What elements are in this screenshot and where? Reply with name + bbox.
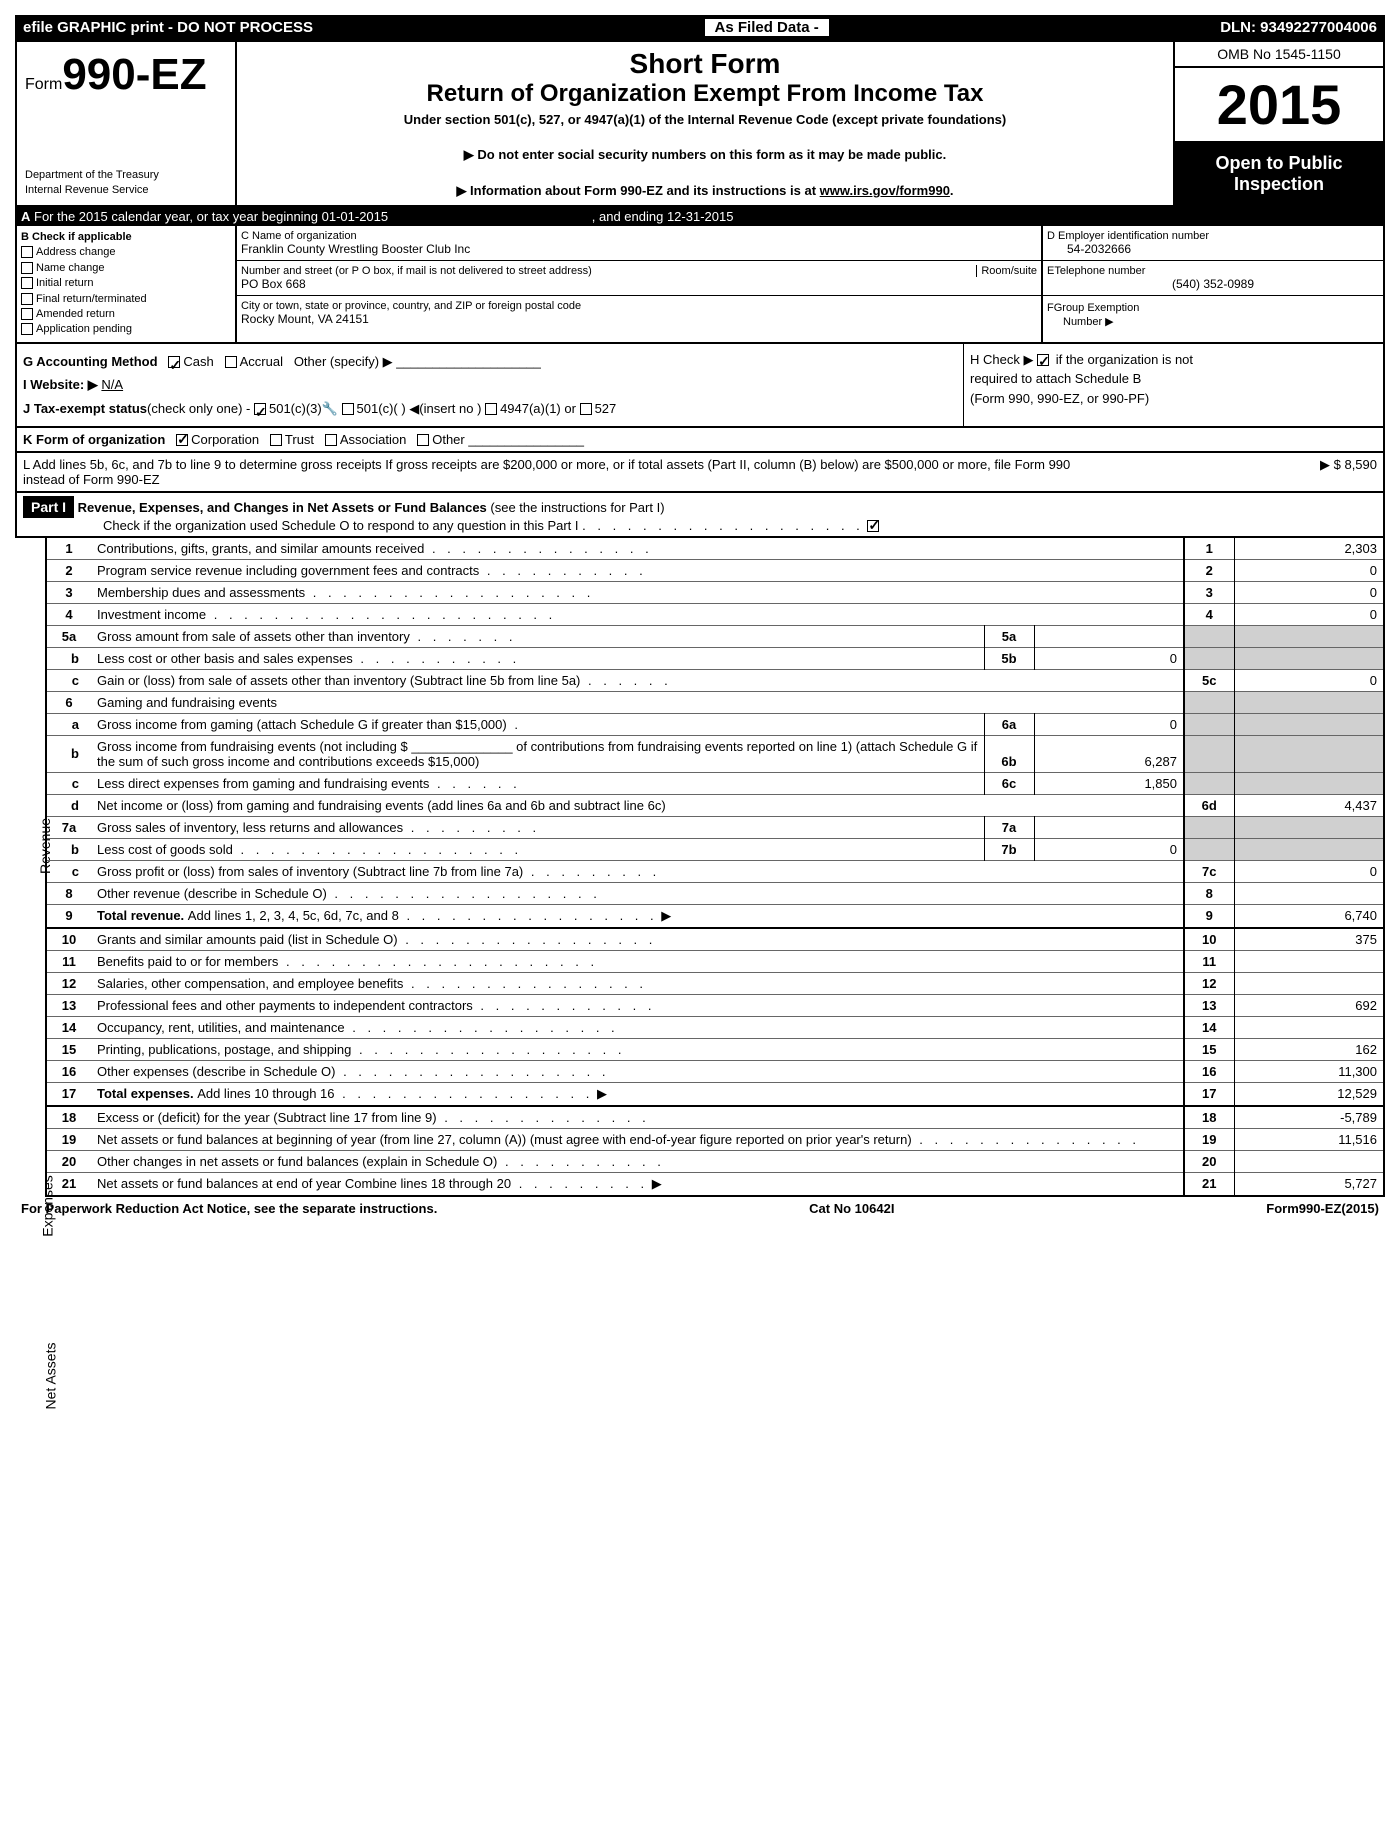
checkbox-501c3[interactable]: [254, 403, 266, 415]
footer: For Paperwork Reduction Act Notice, see …: [15, 1197, 1385, 1220]
line-6a: aGross income from gaming (attach Schedu…: [46, 713, 1384, 735]
line-g: G Accounting Method Cash Accrual Other (…: [23, 350, 957, 373]
checkbox-amended[interactable]: [21, 308, 33, 320]
org-city: Rocky Mount, VA 24151: [241, 312, 1037, 326]
topbar-right: DLN: 93492277004006: [1220, 19, 1377, 36]
checkbox-501c[interactable]: [342, 403, 354, 415]
checkbox-schedule-b[interactable]: [1037, 354, 1049, 366]
line-1: 1Contributions, gifts, grants, and simil…: [46, 538, 1384, 560]
line-5c: cGain or (loss) from sale of assets othe…: [46, 669, 1384, 691]
line-5b: bLess cost or other basis and sales expe…: [46, 647, 1384, 669]
website: N/A: [101, 377, 123, 392]
main-table: 1Contributions, gifts, grants, and simil…: [45, 538, 1385, 1197]
org-name: Franklin County Wrestling Booster Club I…: [241, 242, 1037, 256]
line-i: I Website: ▶ N/A: [23, 373, 957, 396]
line-19: 19Net assets or fund balances at beginni…: [46, 1128, 1384, 1150]
line-7a: 7aGross sales of inventory, less returns…: [46, 816, 1384, 838]
telephone: (540) 352-0989: [1047, 277, 1379, 291]
checkbox-final[interactable]: [21, 293, 33, 305]
tax-year: 2015: [1175, 68, 1383, 143]
checkbox-assoc[interactable]: [325, 434, 337, 446]
line-20: 20Other changes in net assets or fund ba…: [46, 1150, 1384, 1172]
line-16: 16Other expenses (describe in Schedule O…: [46, 1060, 1384, 1082]
side-netassets: Net Assets: [42, 1342, 58, 1409]
mid-block: G Accounting Method Cash Accrual Other (…: [15, 344, 1385, 428]
title-short-form: Short Form: [249, 48, 1161, 80]
line-9: 9Total revenue. Add lines 1, 2, 3, 4, 5c…: [46, 904, 1384, 928]
line-l: L Add lines 5b, 6c, and 7b to line 9 to …: [15, 453, 1385, 493]
checkbox-address[interactable]: [21, 246, 33, 258]
line-6: 6Gaming and fundraising events: [46, 691, 1384, 713]
line-3: 3Membership dues and assessments . . . .…: [46, 581, 1384, 603]
checkbox-initial[interactable]: [21, 277, 33, 289]
note1: ▶ Do not enter social security numbers o…: [249, 147, 1161, 163]
line-18: 18Excess or (deficit) for the year (Subt…: [46, 1106, 1384, 1129]
line-6d: dNet income or (loss) from gaming and fu…: [46, 794, 1384, 816]
line-j: J Tax-exempt status(check only one) - 50…: [23, 397, 957, 420]
checkbox-schedule-o[interactable]: [867, 520, 879, 532]
checkbox-trust[interactable]: [270, 434, 282, 446]
line-21: 21Net assets or fund balances at end of …: [46, 1172, 1384, 1196]
line-15: 15Printing, publications, postage, and s…: [46, 1038, 1384, 1060]
line-k: K Form of organization Corporation Trust…: [15, 428, 1385, 453]
checkbox-name[interactable]: [21, 262, 33, 274]
line-17: 17Total expenses. Add lines 10 through 1…: [46, 1082, 1384, 1106]
line-6c: cLess direct expenses from gaming and fu…: [46, 772, 1384, 794]
top-bar: efile GRAPHIC print - DO NOT PROCESS As …: [15, 15, 1385, 40]
checkbox-accrual[interactable]: [225, 356, 237, 368]
info-block: B Check if applicable Address change Nam…: [15, 226, 1385, 344]
line-8: 8Other revenue (describe in Schedule O) …: [46, 882, 1384, 904]
checkbox-4947[interactable]: [485, 403, 497, 415]
line-5a: 5aGross amount from sale of assets other…: [46, 625, 1384, 647]
line-12: 12Salaries, other compensation, and empl…: [46, 972, 1384, 994]
line-7c: cGross profit or (loss) from sales of in…: [46, 860, 1384, 882]
omb-number: OMB No 1545-1150: [1175, 42, 1383, 68]
col-d: D Employer identification number 54-2032…: [1043, 226, 1383, 342]
line-13: 13Professional fees and other payments t…: [46, 994, 1384, 1016]
irs-link[interactable]: www.irs.gov/form990: [820, 183, 950, 198]
note2: ▶ Information about Form 990-EZ and its …: [249, 183, 1161, 199]
inspection-notice: Open to Public Inspection: [1175, 143, 1383, 205]
line-11: 11Benefits paid to or for members . . . …: [46, 950, 1384, 972]
gross-receipts: ▶ $ 8,590: [1320, 457, 1377, 487]
col-b: B Check if applicable Address change Nam…: [17, 226, 237, 342]
header-block: Form990-EZ Department of the Treasury In…: [15, 40, 1385, 207]
topbar-left: efile GRAPHIC print - DO NOT PROCESS: [23, 19, 313, 36]
line-10: 10Grants and similar amounts paid (list …: [46, 928, 1384, 951]
topbar-center: As Filed Data -: [705, 19, 829, 36]
checkbox-cash[interactable]: [168, 356, 180, 368]
line-7b: bLess cost of goods sold . . . . . . . .…: [46, 838, 1384, 860]
line-4: 4Investment income . . . . . . . . . . .…: [46, 603, 1384, 625]
line-14: 14Occupancy, rent, utilities, and mainte…: [46, 1016, 1384, 1038]
checkbox-527[interactable]: [580, 403, 592, 415]
form-number: Form990-EZ: [25, 50, 227, 100]
ein: 54-2032666: [1047, 242, 1379, 256]
department: Department of the Treasury Internal Reve…: [25, 168, 227, 197]
title-return: Return of Organization Exempt From Incom…: [249, 80, 1161, 108]
part-i-header: Part I Revenue, Expenses, and Changes in…: [15, 493, 1385, 538]
col-c: C Name of organization Franklin County W…: [237, 226, 1043, 342]
line-2: 2Program service revenue including gover…: [46, 559, 1384, 581]
checkbox-corp[interactable]: [176, 434, 188, 446]
subtitle: Under section 501(c), 527, or 4947(a)(1)…: [249, 112, 1161, 127]
checkbox-other[interactable]: [417, 434, 429, 446]
org-street: PO Box 668: [241, 277, 1037, 291]
section-a: A For the 2015 calendar year, or tax yea…: [15, 207, 1385, 226]
line-6b: bGross income from fundraising events (n…: [46, 735, 1384, 772]
checkbox-pending[interactable]: [21, 323, 33, 335]
section-h: H Check ▶ if the organization is not req…: [963, 344, 1383, 426]
